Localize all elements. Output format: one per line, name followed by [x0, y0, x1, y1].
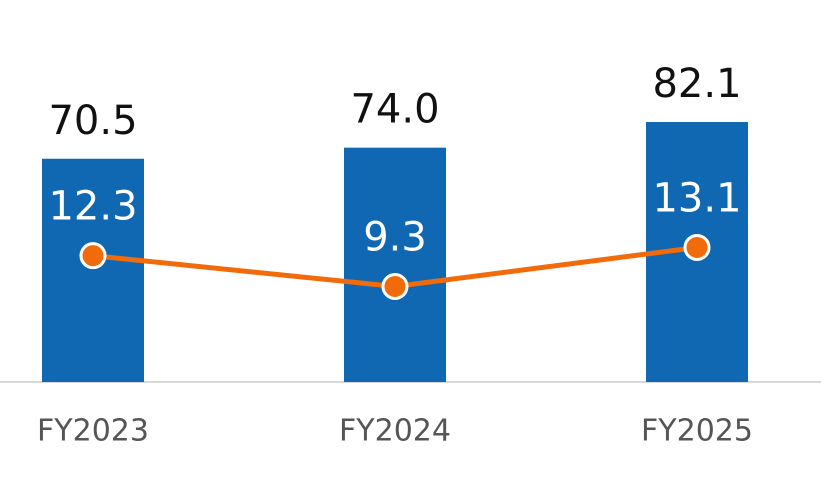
bar-value-label: 82.1 — [652, 61, 741, 107]
line-value-label: 12.3 — [48, 184, 137, 230]
x-tick-label: FY2024 — [339, 414, 451, 449]
bar-value-label: 74.0 — [350, 87, 439, 133]
bar — [344, 147, 446, 382]
line-marker — [79, 242, 107, 270]
line-value-label: 9.3 — [363, 214, 427, 260]
line-value-label: 13.1 — [652, 175, 741, 221]
bar — [42, 158, 144, 382]
line-marker — [683, 233, 711, 261]
x-tick-label: FY2025 — [641, 414, 753, 449]
line-marker — [381, 272, 409, 300]
bar-value-label: 70.5 — [48, 98, 137, 144]
x-tick-label: FY2023 — [37, 414, 149, 449]
